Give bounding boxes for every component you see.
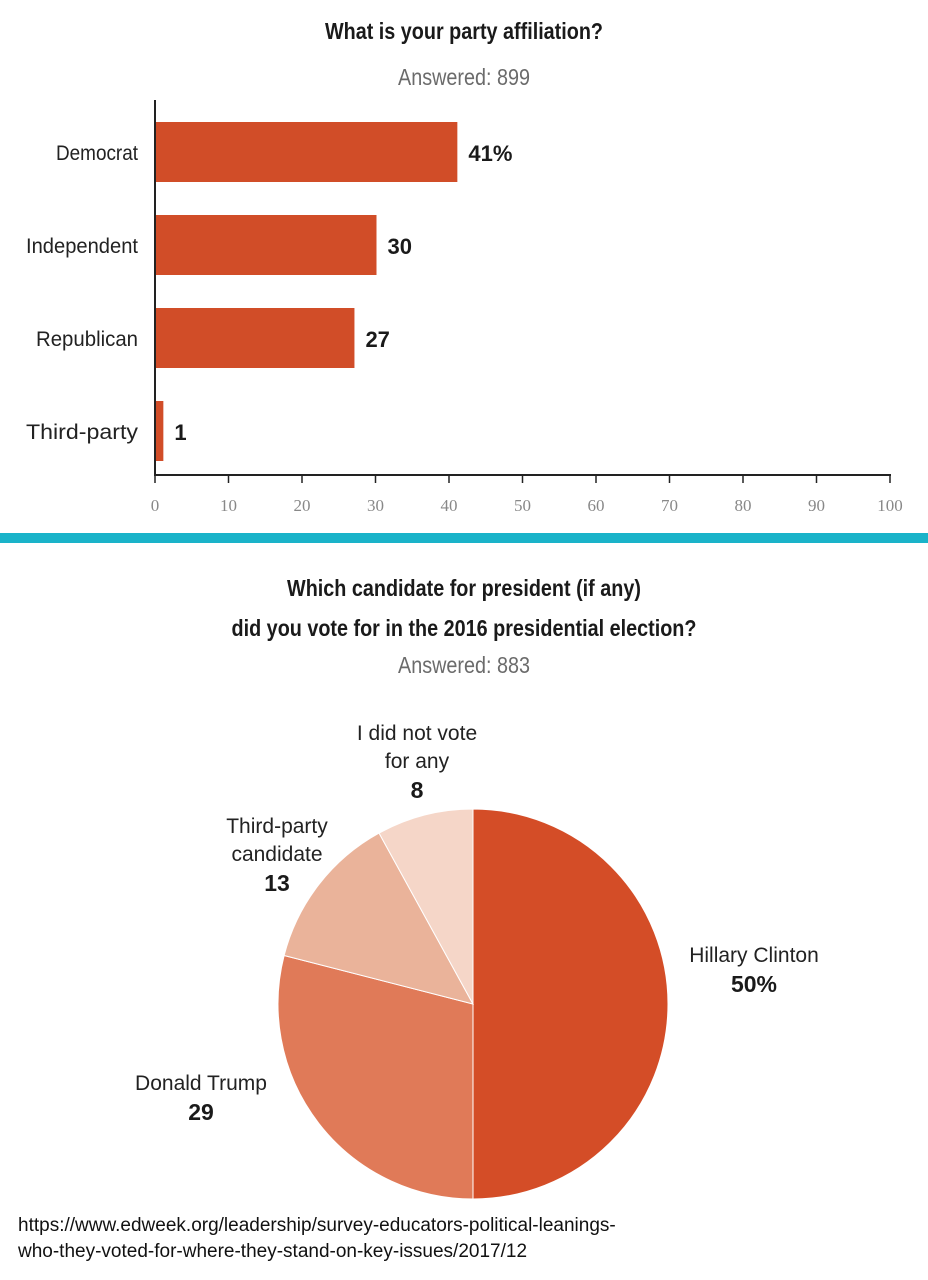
pie-chart-title-line2: did you vote for in the 2016 presidentia… (231, 615, 697, 641)
data-label: 30 (388, 234, 412, 259)
x-tick-label: 70 (661, 496, 678, 515)
slice-label: Donald Trump (135, 1072, 267, 1095)
category-label: Third-party (26, 421, 139, 444)
slice-label: candidate (231, 843, 322, 866)
pie-slice (378, 808, 474, 1005)
party-affiliation-bar-chart: 0 10 20 30 40 50 60 70 80 90 100 Democrat 41% Indepen… (26, 100, 903, 515)
x-tick-label: 100 (877, 496, 903, 515)
pie-chart-title: Which candidate for president (if any) d… (65, 568, 863, 648)
data-label: 41% (468, 141, 512, 166)
section-divider (0, 533, 928, 543)
slice-value-label: 29 (188, 1099, 214, 1125)
bar-chart-answered: Answered: 899 (65, 64, 863, 91)
pie-slice (472, 808, 669, 1200)
bar (156, 401, 164, 461)
category-label: Democrat (56, 142, 138, 165)
slice-value-label: 50% (731, 971, 777, 997)
answered-label: Answered: (398, 652, 492, 678)
slice-value-label: 8 (411, 777, 424, 803)
slice-label: for any (385, 750, 450, 773)
pie-chart-title-line1: Which candidate for president (if any) (287, 575, 641, 601)
x-tick-label: 40 (441, 496, 458, 515)
slice-value-label: 13 (264, 870, 290, 896)
category-label: Independent (26, 235, 138, 258)
x-tick-label: 10 (220, 496, 237, 515)
pie-chart-answered: Answered: 883 (65, 652, 863, 679)
answered-label: Answered: (398, 64, 492, 90)
data-label: 27 (365, 327, 389, 352)
x-tick-label: 60 (588, 496, 605, 515)
x-tick-label: 50 (514, 496, 531, 515)
bar (156, 215, 377, 275)
source-url-line1: https://www.edweek.org/leadership/survey… (18, 1215, 616, 1236)
bar (156, 308, 355, 368)
2016-vote-pie-chart: Hillary Clinton 50% Donald Trump 29 Third-pa… (135, 722, 819, 1200)
slice-label: Third-party (226, 815, 328, 838)
x-tick-label: 0 (151, 496, 160, 515)
answered-count: 883 (496, 652, 530, 678)
bar (156, 122, 458, 182)
source-url[interactable]: https://www.edweek.org/leadership/survey… (18, 1213, 616, 1265)
slice-label: Hillary Clinton (689, 944, 819, 967)
x-tick-label: 90 (808, 496, 825, 515)
x-tick-label: 30 (367, 496, 384, 515)
x-tick-label: 20 (294, 496, 311, 515)
source-url-line2: who-they-voted-for-where-they-stand-on-k… (18, 1241, 528, 1262)
answered-count: 899 (496, 64, 530, 90)
pie-slice (277, 954, 474, 1200)
slice-label: I did not vote (357, 722, 477, 745)
bar-chart-title: What is your party affiliation? (324, 18, 604, 44)
x-tick-label: 80 (735, 496, 752, 515)
category-label: Republican (36, 328, 138, 351)
data-label: 1 (174, 420, 186, 445)
pie-slice (283, 832, 474, 1005)
